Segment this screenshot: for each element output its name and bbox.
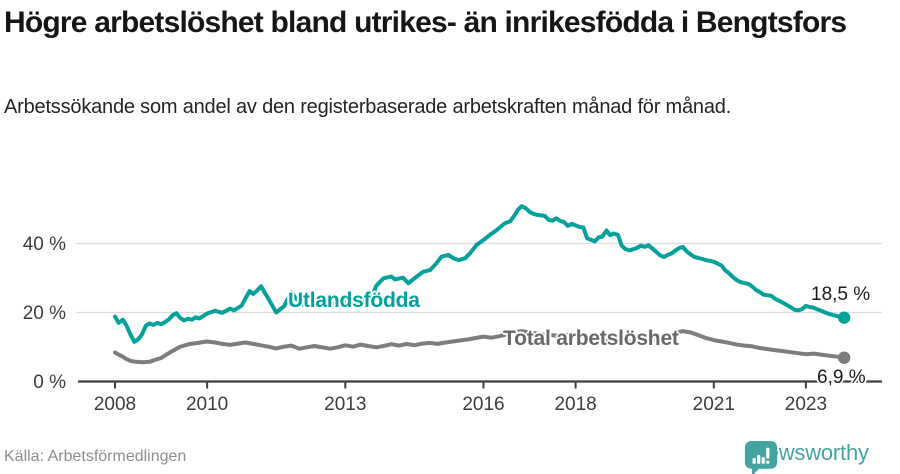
x-axis-tick-label: 2013 <box>324 394 366 415</box>
x-axis-tick-label: 2008 <box>94 394 136 415</box>
end-value-total: 6,9 % <box>817 367 866 388</box>
y-axis-tick-label: 40 % <box>23 234 66 255</box>
series-end-dot-total <box>837 351 851 364</box>
x-axis-tick-label: 2018 <box>554 394 596 415</box>
y-axis-tick-label: 0 % <box>33 372 66 393</box>
chart-subtitle: Arbetssökande som andel av den registerb… <box>4 96 732 118</box>
series-line-total <box>113 329 847 365</box>
x-axis-tick-label: 2023 <box>785 394 827 415</box>
source-note: Källa: Arbetsförmedlingen <box>4 448 187 465</box>
y-axis-tick-label: 20 % <box>23 303 66 324</box>
x-axis-tick-label: 2016 <box>462 394 504 415</box>
x-axis-tick-label: 2010 <box>186 394 228 415</box>
series-end-dot-utlandsfodda <box>837 311 851 324</box>
x-axis-tick-label: 2021 <box>693 394 735 415</box>
newsworthy-bubble-barchart-icon <box>744 441 778 474</box>
series-label-total-arbetsloshet: Total arbetslöshet <box>503 327 679 350</box>
series-label-utlandsfodda: Utlandsfödda <box>288 289 420 312</box>
chart-title: Högre arbetslöshet bland utrikes- än inr… <box>4 6 847 39</box>
series-line-utlandsfodda <box>113 204 847 344</box>
end-value-utlandsfodda: 18,5 % <box>811 284 871 305</box>
newsworthy-logo: Newsworthy <box>744 440 869 474</box>
